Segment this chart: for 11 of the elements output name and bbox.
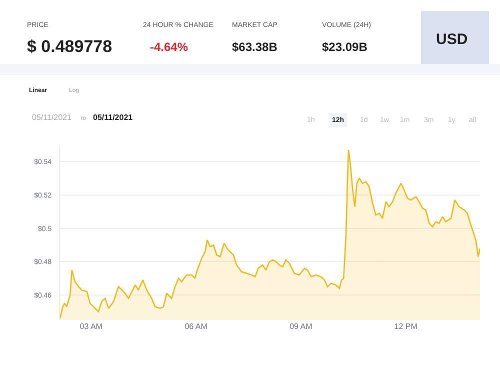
x-tick-label: 12 PM xyxy=(394,322,418,331)
text: $23.09B xyxy=(322,40,368,54)
text: $63.38B xyxy=(232,40,278,54)
x-tick-label: 03 AM xyxy=(80,322,103,331)
text: $ 0.489778 xyxy=(27,37,112,56)
text: 05/11/2021 xyxy=(93,113,134,122)
x-tick-label: 09 AM xyxy=(290,322,313,331)
x-tick-label: 06 AM xyxy=(184,322,208,331)
text: USD xyxy=(436,31,468,48)
text: 05/11/2021 xyxy=(32,113,72,122)
text: -4.64% xyxy=(150,40,188,54)
